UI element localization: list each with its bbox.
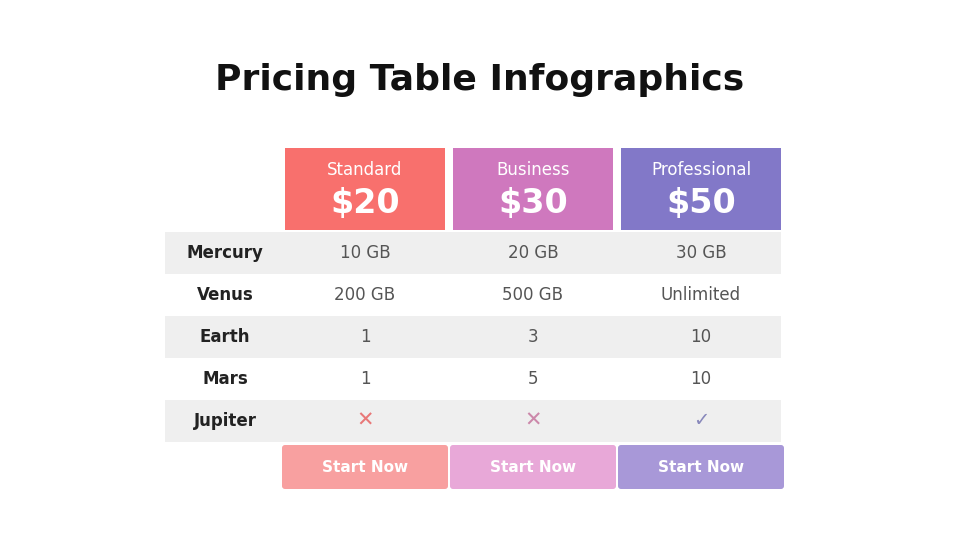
Text: 200 GB: 200 GB — [334, 286, 396, 304]
FancyBboxPatch shape — [165, 274, 781, 316]
Text: Standard: Standard — [327, 161, 402, 179]
FancyBboxPatch shape — [450, 445, 616, 489]
FancyBboxPatch shape — [165, 316, 781, 358]
Text: 500 GB: 500 GB — [502, 286, 564, 304]
Text: Business: Business — [496, 161, 569, 179]
Text: Mars: Mars — [203, 370, 248, 388]
Text: Earth: Earth — [200, 328, 251, 346]
Text: 1: 1 — [360, 328, 371, 346]
FancyBboxPatch shape — [621, 148, 781, 230]
FancyBboxPatch shape — [618, 445, 784, 489]
Text: 10: 10 — [690, 328, 711, 346]
Text: 3: 3 — [528, 328, 539, 346]
Text: Venus: Venus — [197, 286, 253, 304]
Text: 5: 5 — [528, 370, 539, 388]
FancyBboxPatch shape — [453, 148, 613, 230]
Text: 1: 1 — [360, 370, 371, 388]
Text: Professional: Professional — [651, 161, 751, 179]
FancyBboxPatch shape — [165, 232, 781, 274]
Text: 30 GB: 30 GB — [676, 244, 727, 262]
Text: Pricing Table Infographics: Pricing Table Infographics — [215, 63, 745, 97]
FancyBboxPatch shape — [165, 358, 781, 400]
FancyBboxPatch shape — [285, 148, 445, 230]
Text: Start Now: Start Now — [322, 460, 408, 475]
FancyBboxPatch shape — [282, 445, 448, 489]
Text: Start Now: Start Now — [658, 460, 744, 475]
Text: Mercury: Mercury — [186, 244, 263, 262]
Text: ✓: ✓ — [693, 411, 709, 430]
FancyBboxPatch shape — [165, 400, 781, 442]
Text: 10 GB: 10 GB — [340, 244, 391, 262]
Text: ✕: ✕ — [524, 411, 541, 431]
Text: $20: $20 — [330, 186, 399, 219]
Text: Unlimited: Unlimited — [660, 286, 741, 304]
Text: $50: $50 — [666, 186, 736, 219]
Text: Jupiter: Jupiter — [194, 412, 256, 430]
Text: 10: 10 — [690, 370, 711, 388]
Text: $30: $30 — [498, 186, 568, 219]
Text: Start Now: Start Now — [490, 460, 576, 475]
Text: 20 GB: 20 GB — [508, 244, 559, 262]
Text: ✕: ✕ — [356, 411, 373, 431]
